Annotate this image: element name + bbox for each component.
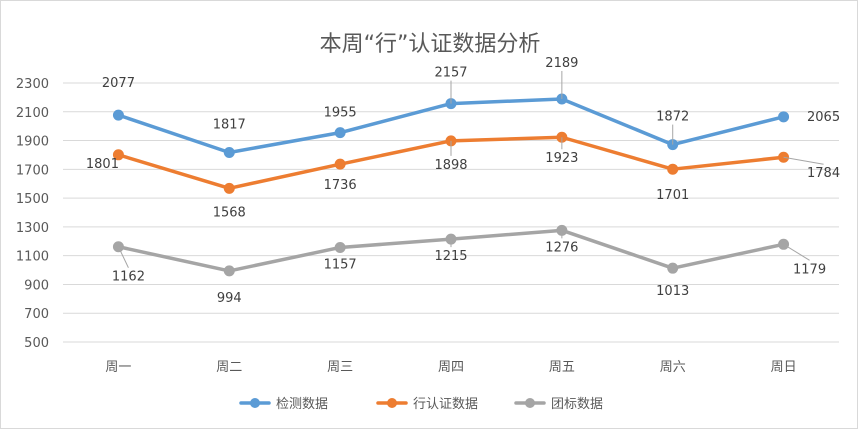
legend-item: 行认证数据 [376,397,478,412]
x-tick-label: 周五 [549,360,575,375]
x-tick-label: 周四 [438,360,464,375]
data-label: 1701 [656,188,689,203]
x-tick-label: 周三 [327,360,353,375]
y-tick-label: 1500 [16,192,49,207]
data-label: 2157 [434,66,467,81]
legend-item: 团标数据 [514,397,603,412]
data-label: 2065 [807,110,840,125]
data-label: 1179 [793,262,826,277]
x-tick-label: 周六 [660,360,686,375]
data-point [112,149,124,161]
x-tick-label: 周二 [216,360,242,375]
legend-swatch-marker [387,398,397,408]
leader-line [783,243,810,261]
legend-label: 团标数据 [551,397,603,412]
y-tick-label: 900 [24,278,49,293]
data-point [778,111,790,123]
data-label: 1568 [213,205,246,220]
data-label: 2077 [102,76,135,91]
data-label: 1817 [213,117,246,132]
data-label: 2189 [545,56,578,71]
data-label: 994 [217,291,242,306]
leader-line [117,246,129,268]
data-label: 1276 [545,240,578,255]
legend-item: 检测数据 [239,397,328,412]
data-label: 1784 [807,166,840,181]
data-label: 1955 [324,106,357,121]
data-label: 1013 [656,284,689,299]
data-point [223,265,235,277]
data-label: 1923 [545,151,578,166]
legend-swatch-marker [525,398,535,408]
data-point [334,127,346,139]
legend-swatch-marker [250,398,260,408]
y-tick-label: 2100 [16,106,49,121]
data-label: 1736 [324,178,357,193]
data-point [667,163,679,175]
x-tick-label: 周日 [771,360,797,375]
x-tick-label: 周一 [105,360,131,375]
legend-label: 行认证数据 [413,397,478,412]
data-label: 1215 [434,249,467,264]
data-point [667,262,679,274]
data-label: 1898 [434,158,467,173]
chart-title: 本周“行”认证数据分析 [320,32,541,57]
y-tick-label: 1900 [16,135,49,150]
data-label: 1162 [112,270,145,285]
data-point [334,158,346,170]
y-tick-label: 500 [24,336,49,351]
data-point [223,182,235,194]
data-point [223,146,235,158]
y-tick-label: 2300 [16,77,49,92]
leader-line [783,156,824,165]
data-label: 1872 [656,110,689,125]
y-tick-label: 1100 [16,250,49,265]
y-tick-label: 1700 [16,163,49,178]
data-label: 1801 [86,157,119,172]
y-tick-label: 1300 [16,221,49,236]
data-point [334,241,346,253]
legend-label: 检测数据 [276,397,328,412]
y-tick-label: 700 [24,307,49,322]
data-point [112,109,124,121]
data-label: 1157 [324,257,357,272]
